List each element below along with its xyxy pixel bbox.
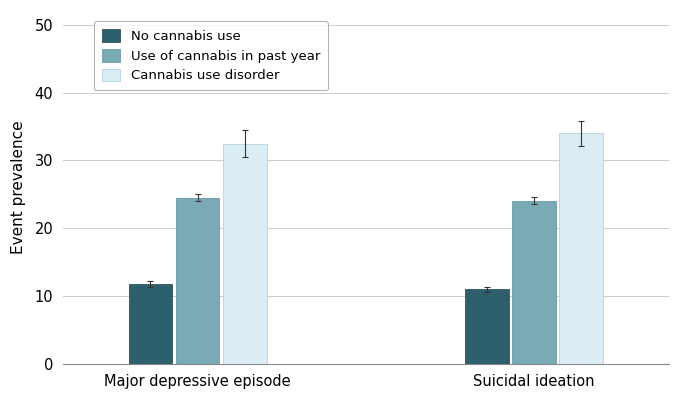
Bar xyxy=(465,290,509,364)
Y-axis label: Event prevalence: Event prevalence xyxy=(11,121,26,254)
Bar xyxy=(560,133,603,364)
Legend: No cannabis use, Use of cannabis in past year, Cannabis use disorder: No cannabis use, Use of cannabis in past… xyxy=(94,21,328,90)
Bar xyxy=(223,144,267,364)
Bar xyxy=(129,284,172,364)
Bar xyxy=(175,198,220,364)
Bar xyxy=(512,200,556,364)
